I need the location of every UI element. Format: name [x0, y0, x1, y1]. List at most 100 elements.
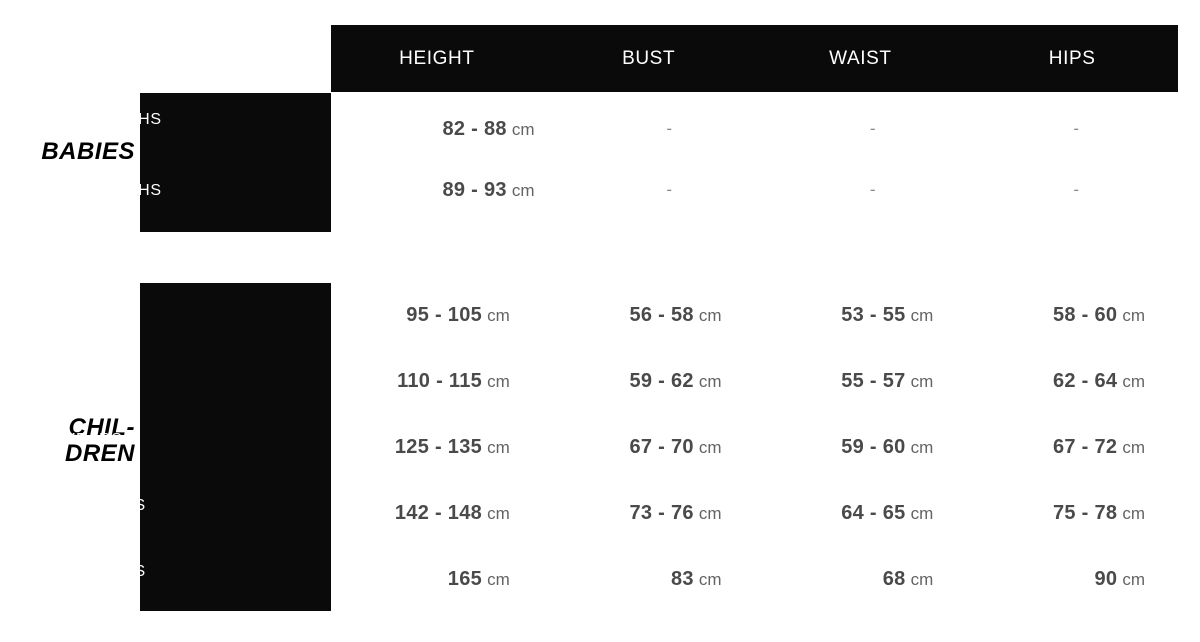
value-empty: - [666, 119, 673, 138]
table-row-children-0: 95 - 105 cm 56 - 58 cm 53 - 55 cm 58 - 60 cm [331, 300, 1178, 330]
age-unit-text: YEARS [87, 563, 147, 580]
value-number: 95 - 105 [406, 304, 483, 326]
value-number: 67 - 72 [1052, 436, 1118, 458]
cell-hips: 62 - 64 cm [966, 371, 1178, 391]
value-unit: cm [910, 438, 934, 457]
cell-height: 89 - 93 cm [331, 180, 568, 200]
column-header-bust: BUST [622, 48, 676, 69]
value-unit: cm [910, 306, 934, 325]
age-label-children-4: 14 - 16 YEARS [16, 560, 146, 580]
cell-bust: 67 - 70 cm [543, 437, 755, 457]
age-range-text: 18 - 24 [16, 178, 82, 200]
value-unit: cm [487, 438, 510, 457]
column-header-waist: WAIST [829, 48, 892, 69]
table-row-children-1: 110 - 115 cm 59 - 62 cm 55 - 57 cm 62 - 64 c… [331, 366, 1178, 396]
value-number: 56 - 58 [629, 304, 694, 326]
cell-waist: 55 - 57 cm [755, 371, 967, 391]
value-number: 75 - 78 [1052, 502, 1118, 524]
age-range-text: 10 - 12 [16, 493, 82, 515]
value-number: 64 - 65 [841, 502, 906, 524]
age-label-children-2: 7 - 9 YEARS [16, 428, 123, 448]
age-unit-text: YEARS [64, 299, 123, 316]
cell-bust: 59 - 62 cm [543, 371, 755, 391]
value-number: 125 - 135 [394, 436, 483, 458]
value-number: 68 [882, 568, 906, 590]
cell-bust: 73 - 76 cm [543, 503, 755, 523]
cell-bust: - [568, 120, 772, 138]
value-number: 59 - 60 [841, 436, 906, 458]
cell-hips: 90 cm [966, 569, 1178, 589]
value-unit: cm [1122, 438, 1145, 457]
cell-hips: 67 - 72 cm [966, 437, 1178, 457]
cell-height: 110 - 115 cm [331, 371, 543, 391]
value-empty: - [666, 180, 673, 199]
age-range-text: 3 - 4 [16, 295, 59, 317]
value-number: 59 - 62 [629, 370, 694, 392]
value-empty: - [1073, 180, 1080, 199]
cell-height: 125 - 135 cm [331, 437, 543, 457]
cell-bust: 83 cm [543, 569, 755, 589]
age-unit-text: MONTHS [87, 182, 162, 199]
value-unit: cm [487, 504, 510, 523]
table-row-babies-1: 89 - 93 cm - - - [331, 175, 1178, 205]
group-label-babies-line-1: BABIES [41, 138, 135, 165]
value-unit: cm [910, 504, 934, 523]
age-label-children-1: 5 - 6 YEARS [16, 362, 123, 382]
age-unit-text: YEARS [64, 365, 123, 382]
age-label-children-3: 10 - 12 YEARS [16, 494, 146, 514]
cell-hips: - [975, 120, 1179, 138]
value-unit: cm [511, 181, 535, 200]
value-unit: cm [698, 438, 722, 457]
table-row-children-3: 142 - 148 cm 73 - 76 cm 64 - 65 cm 75 - 78 c… [331, 498, 1178, 528]
value-number: 142 - 148 [394, 502, 483, 524]
value-unit: cm [698, 306, 722, 325]
age-range-text: 7 - 9 [16, 427, 59, 449]
age-unit-text: MONTHS [87, 111, 162, 128]
value-unit: cm [698, 570, 722, 589]
cell-hips: 58 - 60 cm [966, 305, 1178, 325]
age-range-text: 5 - 6 [16, 361, 59, 383]
value-unit: cm [698, 504, 722, 523]
cell-bust: - [568, 181, 772, 199]
value-unit: cm [1122, 306, 1145, 325]
value-number: 82 - 88 [442, 118, 507, 140]
value-number: 62 - 64 [1052, 370, 1118, 392]
value-number: 110 - 115 [397, 370, 483, 392]
value-number: 55 - 57 [841, 370, 906, 392]
column-header-height: HEIGHT [399, 48, 475, 69]
cell-height: 95 - 105 cm [331, 305, 543, 325]
cell-bust: 56 - 58 cm [543, 305, 755, 325]
value-number: 53 - 55 [841, 304, 906, 326]
table-row-babies-0: 82 - 88 cm - - - [331, 114, 1178, 144]
age-label-children-0: 3 - 4 YEARS [16, 296, 123, 316]
value-number: 83 [670, 568, 694, 590]
group-label-babies: BABIES [10, 139, 135, 165]
value-number: 90 [1094, 568, 1118, 590]
group-label-children-line-1: CHIL- [68, 414, 135, 441]
age-range-text: 14 - 16 [16, 559, 82, 581]
cell-height: 142 - 148 cm [331, 503, 543, 523]
value-unit: cm [1122, 570, 1145, 589]
value-unit: cm [1122, 372, 1145, 391]
cell-waist: 64 - 65 cm [755, 503, 967, 523]
value-empty: - [1073, 119, 1080, 138]
value-number: 165 [447, 568, 483, 590]
value-number: 58 - 60 [1052, 304, 1118, 326]
cell-waist: - [771, 120, 975, 138]
age-label-babies-0: 12 - 18 MONTHS [16, 108, 162, 128]
value-unit: cm [1122, 504, 1145, 523]
age-box-babies [140, 93, 331, 232]
value-unit: cm [487, 306, 510, 325]
cell-hips: - [975, 181, 1179, 199]
age-box-children [140, 283, 331, 611]
value-unit: cm [910, 570, 934, 589]
value-number: 73 - 76 [629, 502, 694, 524]
cell-waist: 53 - 55 cm [755, 305, 967, 325]
value-unit: cm [910, 372, 934, 391]
value-unit: cm [487, 570, 510, 589]
group-label-children: CHIL- DREN [10, 415, 135, 467]
table-row-children-2: 125 - 135 cm 67 - 70 cm 59 - 60 cm 67 - 72 c… [331, 432, 1178, 462]
cell-hips: 75 - 78 cm [966, 503, 1178, 523]
group-label-children-line-2: DREN [64, 439, 135, 467]
